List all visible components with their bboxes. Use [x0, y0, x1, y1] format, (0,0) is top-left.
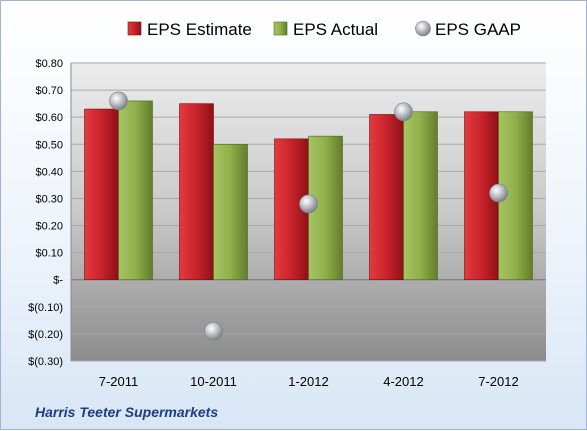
company-name: Harris Teeter Supermarkets — [35, 404, 219, 420]
x-tick-label: 7-2011 — [99, 374, 139, 389]
legend-label: EPS GAAP — [435, 20, 521, 39]
x-tick-label: 4-2012 — [383, 374, 423, 389]
legend-swatch-actual — [273, 21, 288, 36]
eps-estimate-bar — [84, 108, 119, 281]
y-tick-label: $0.80 — [35, 58, 63, 70]
y-tick-label: $(0.10) — [28, 302, 63, 314]
legend-label: EPS Estimate — [147, 20, 252, 39]
eps-estimate-bar — [369, 114, 404, 281]
legend-label: EPS Actual — [293, 20, 378, 39]
eps-actual-bar — [213, 143, 248, 281]
bars — [84, 100, 533, 281]
gaap-points — [109, 91, 508, 341]
y-tick-label: $0.40 — [35, 166, 63, 178]
eps-estimate-bar — [179, 103, 214, 281]
y-tick-label: $(0.30) — [28, 356, 63, 368]
eps-gaap-point — [489, 183, 508, 203]
y-tick-label: $0.50 — [35, 139, 63, 151]
eps-gaap-point — [204, 321, 223, 341]
x-axis: 7-2011 10-2011 1-2012 4-2012 7-2012 — [99, 374, 519, 389]
y-tick-label: $0.30 — [35, 193, 63, 205]
x-tick-label: 1-2012 — [288, 374, 328, 389]
y-tick-label: $- — [53, 275, 63, 287]
y-tick-label: $0.70 — [35, 85, 63, 97]
eps-gaap-point — [109, 91, 128, 111]
x-tick-label: 7-2012 — [478, 374, 518, 389]
y-tick-label: $(0.20) — [28, 329, 63, 341]
y-tick-label: $0.60 — [35, 112, 63, 124]
y-tick-label: $0.20 — [35, 221, 63, 233]
eps-actual-bar — [118, 100, 153, 281]
legend-swatch-gaap — [415, 20, 431, 37]
x-tick-label: 10-2011 — [190, 374, 237, 389]
y-tick-label: $0.10 — [35, 248, 63, 260]
legend-swatch-estimate — [127, 21, 142, 36]
legend: EPS Estimate EPS Actual EPS GAAP — [127, 20, 521, 39]
eps-gaap-point — [394, 102, 413, 122]
eps-gaap-point — [299, 194, 318, 214]
eps-actual-bar — [403, 111, 438, 281]
y-axis: $0.80 $0.70 $0.60 $0.50 $0.40 $0.30 $0.20 $0.10… — [28, 58, 72, 368]
